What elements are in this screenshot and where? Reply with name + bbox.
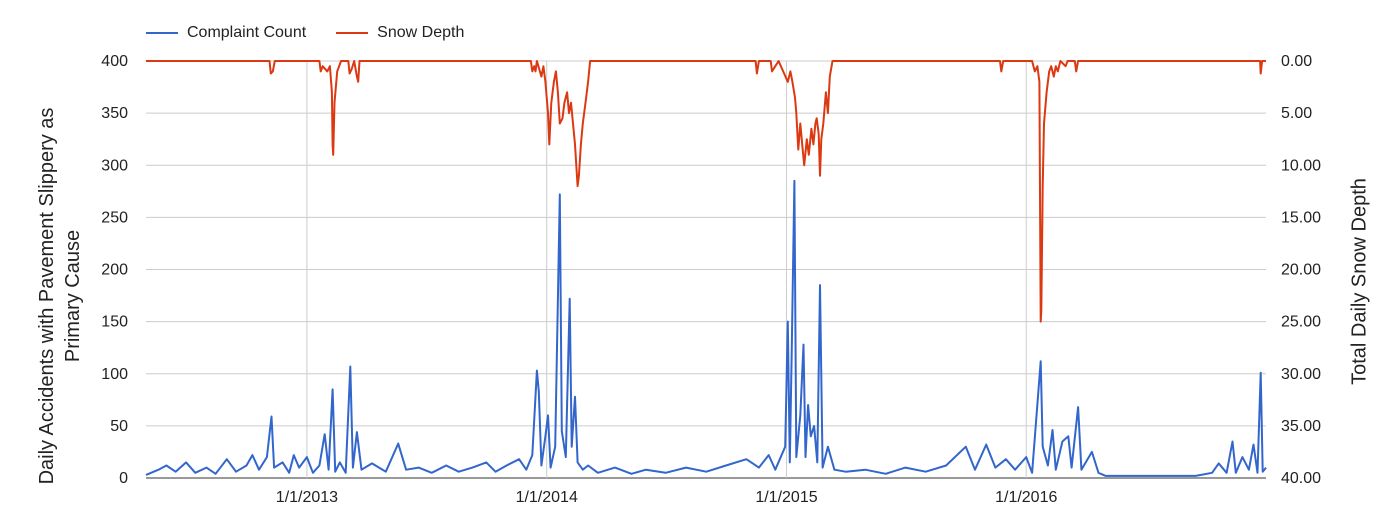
- left-tick-label: 0: [119, 470, 128, 487]
- right-tick-label: 30.00: [1281, 366, 1321, 383]
- legend-label-snow-depth: Snow Depth: [377, 24, 465, 41]
- series-line-complaint-count: [145, 179, 1267, 477]
- right-tick-label: 25.00: [1281, 314, 1321, 331]
- legend-label-complaint-count: Complaint Count: [187, 24, 307, 41]
- right-tick-label: 15.00: [1281, 209, 1321, 226]
- right-tick-label: 5.00: [1281, 105, 1312, 122]
- x-tick-label: 1/1/2016: [995, 489, 1057, 506]
- x-tick-label: 1/1/2013: [276, 489, 338, 506]
- left-tick-label: 350: [101, 105, 128, 122]
- left-y-axis: 0 50 100 150 200 250 300 350 400: [101, 53, 128, 487]
- right-tick-label: 35.00: [1281, 418, 1321, 435]
- legend: Complaint Count Snow Depth: [146, 24, 464, 42]
- series-lines: [145, 60, 1267, 477]
- right-tick-label: 10.00: [1281, 157, 1321, 174]
- right-tick-label: 40.00: [1281, 470, 1321, 487]
- right-y-axis: 0.00 5.00 10.00 15.00 20.00 25.00 30.00 35.00 40…: [1281, 53, 1321, 487]
- x-tick-label: 1/1/2015: [755, 489, 817, 506]
- left-tick-label: 50: [110, 418, 128, 435]
- legend-swatch-snow-depth: [336, 32, 369, 34]
- left-tick-label: 200: [101, 262, 128, 279]
- legend-item-complaint-count[interactable]: Complaint Count: [146, 24, 306, 42]
- x-axis: 1/1/2013 1/1/2014 1/1/2015 1/1/2016: [276, 489, 1058, 506]
- left-y-axis-title: Daily Accidents with Pavement Slippery a…: [36, 107, 84, 485]
- right-tick-label: 0.00: [1281, 53, 1312, 70]
- left-tick-label: 300: [101, 157, 128, 174]
- legend-item-snow-depth[interactable]: Snow Depth: [336, 24, 464, 42]
- x-tick-label: 1/1/2014: [516, 489, 578, 506]
- right-y-axis-title: Total Daily Snow Depth: [1348, 178, 1371, 385]
- left-tick-label: 150: [101, 314, 128, 331]
- left-tick-label: 100: [101, 366, 128, 383]
- right-tick-label: 20.00: [1281, 262, 1321, 279]
- left-tick-label: 250: [101, 209, 128, 226]
- left-tick-label: 400: [101, 53, 128, 70]
- series-line-snow-depth: [146, 60, 1266, 323]
- gridlines: [146, 60, 1266, 479]
- legend-swatch-complaint-count: [146, 32, 178, 34]
